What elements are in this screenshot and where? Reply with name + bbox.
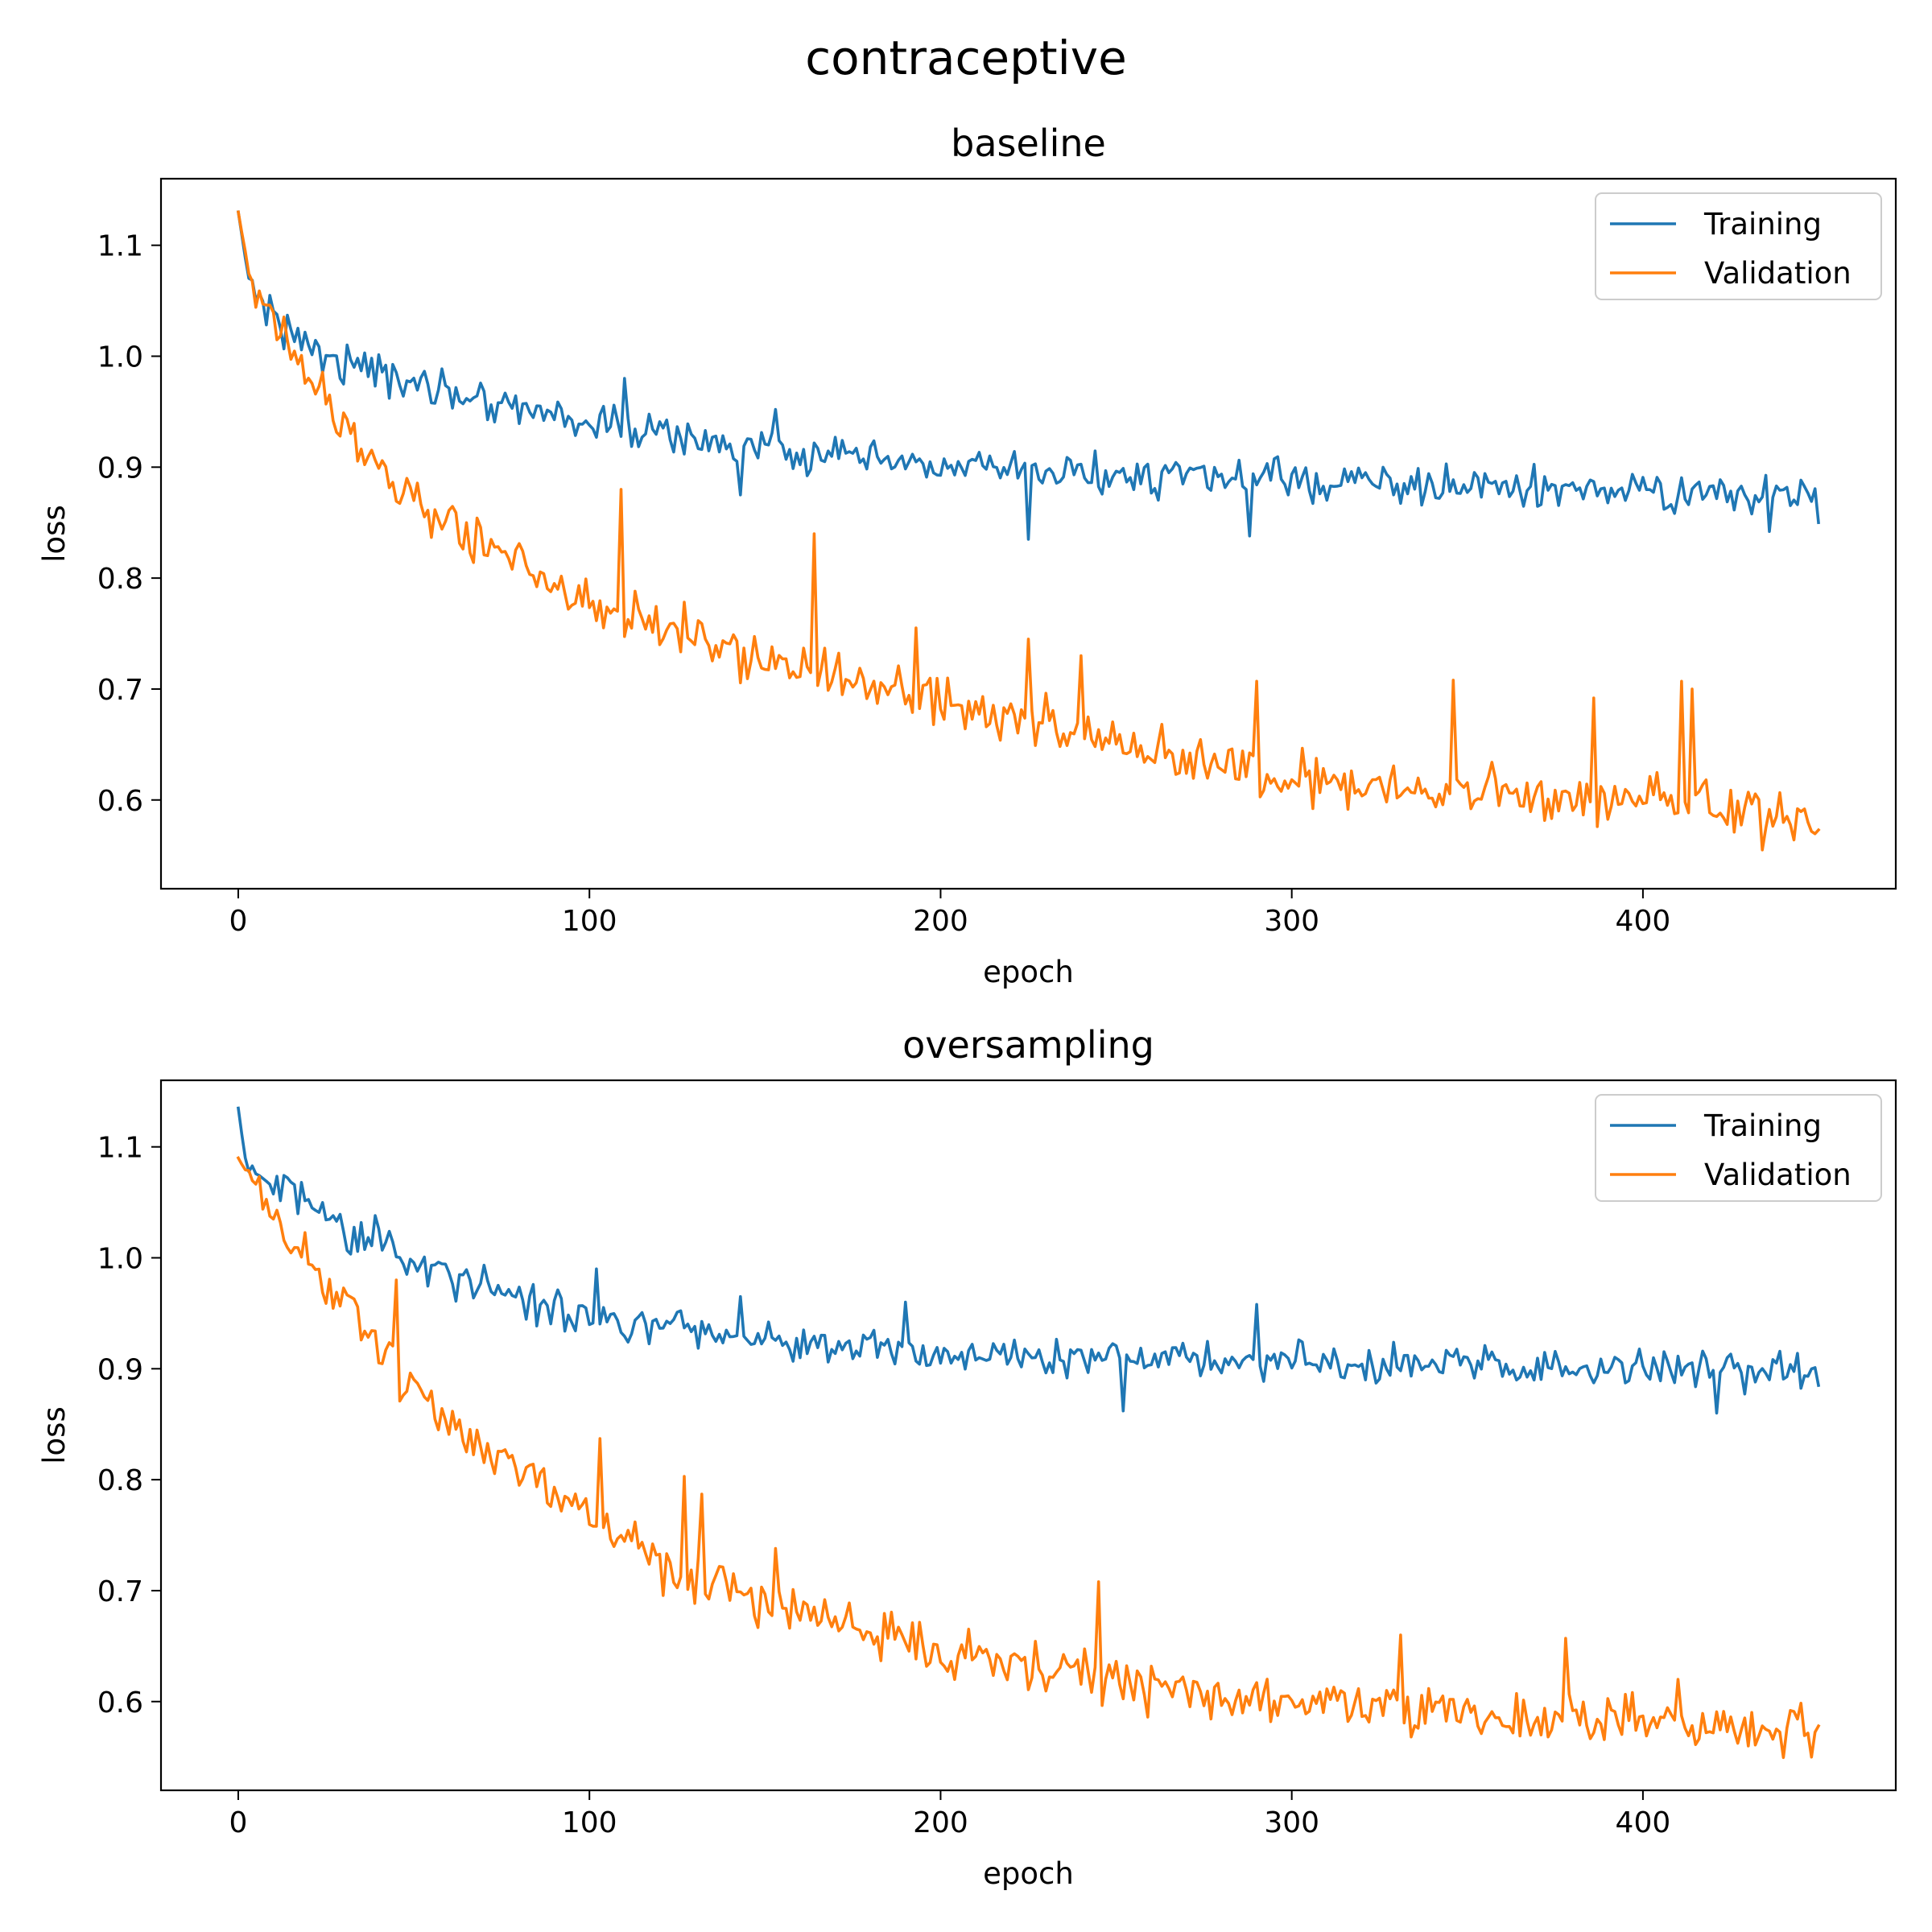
- x-tick-label: 0: [229, 905, 248, 938]
- x-tick-label: 300: [1264, 905, 1319, 938]
- y-tick-label: 1.0: [97, 1243, 143, 1276]
- y-tick-label: 1.1: [97, 1132, 143, 1165]
- legend-label-validation: Validation: [1704, 1158, 1852, 1192]
- x-tick-label: 100: [562, 905, 617, 938]
- y-tick-label: 0.9: [97, 1353, 143, 1386]
- x-tick-label: 300: [1264, 1806, 1319, 1839]
- y-tick-label: 0.8: [97, 1464, 143, 1497]
- y-tick-label: 0.9: [97, 452, 143, 485]
- x-axis-label: epoch: [983, 1856, 1074, 1891]
- subplot-title: baseline: [951, 122, 1106, 165]
- y-tick-label: 1.1: [97, 230, 143, 263]
- y-axis-label: loss: [37, 505, 72, 562]
- subplot-1: baseline 0 100 200 300 400 0.6 0.7 0.8 0.9 1.0 1.1 e…: [37, 122, 1897, 989]
- plot-area: [236, 1106, 1821, 1760]
- y-axis-label: loss: [37, 1406, 72, 1463]
- x-axis-label: epoch: [983, 955, 1074, 989]
- series-line-training: [236, 210, 1820, 541]
- series-line-validation: [236, 1156, 1821, 1760]
- subplot-title: oversampling: [902, 1023, 1154, 1067]
- y-tick-label: 1.0: [97, 341, 143, 374]
- figure-suptitle: contraceptive: [805, 31, 1127, 85]
- subplot-2: oversampling 0 100 200 300 400 0.6 0.7 0.8 0.9 1.0…: [37, 1023, 1897, 1891]
- y-tick-label: 0.8: [97, 563, 143, 596]
- plot-area: [236, 210, 1821, 852]
- series-line-validation: [236, 210, 1821, 852]
- x-tick-label: 200: [913, 905, 968, 938]
- legend: Training Validation: [1595, 1094, 1882, 1202]
- y-tick-label: 0.6: [97, 785, 143, 818]
- y-tick-label: 0.7: [97, 674, 143, 707]
- x-tick-label: 400: [1616, 1806, 1671, 1839]
- legend-label-training: Training: [1703, 207, 1822, 242]
- x-tick-label: 0: [229, 1806, 248, 1839]
- x-tick-label: 100: [562, 1806, 617, 1839]
- legend-label-training: Training: [1703, 1108, 1822, 1143]
- x-tick-label: 200: [913, 1806, 968, 1839]
- y-tick-label: 0.7: [97, 1575, 143, 1608]
- axes-frame: [159, 177, 1897, 890]
- x-tick-label: 400: [1616, 905, 1671, 938]
- legend: Training Validation: [1595, 192, 1882, 300]
- axes-frame: [159, 1079, 1897, 1792]
- y-tick-label: 0.6: [97, 1686, 143, 1719]
- legend-label-validation: Validation: [1704, 256, 1852, 291]
- series-line-training: [236, 1106, 1821, 1415]
